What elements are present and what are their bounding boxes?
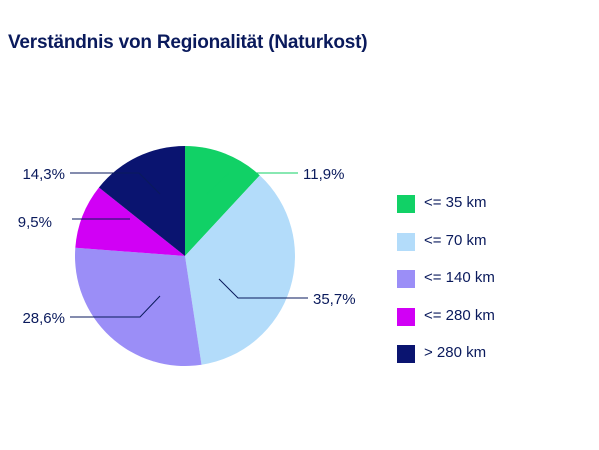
legend-label: <= 70 km — [424, 231, 487, 249]
data-label-le-70-km: 35,7% — [313, 291, 356, 308]
pie-slice-le-140-km — [74, 247, 202, 366]
legend-label: <= 140 km — [424, 269, 495, 286]
leader-line-le-35-km — [206, 172, 298, 195]
legend-swatch — [397, 345, 415, 363]
data-label-gt-280-km: 14,3% — [22, 166, 65, 183]
pie-slice-le-280-km — [75, 187, 185, 256]
leader-line-gt-280-km — [70, 172, 161, 195]
chart-title: Verständnis von Regionalität (Naturkost) — [8, 32, 368, 53]
data-label-le-35-km: 11,9% — [303, 166, 344, 183]
legend-swatch — [397, 307, 415, 326]
legend-label: <= 35 km — [424, 194, 487, 211]
pie-slice-le-70-km — [185, 175, 295, 365]
legend-swatch — [397, 232, 415, 251]
leader-line-le-70-km — [218, 278, 308, 299]
legend-label: > 280 km — [424, 344, 487, 361]
legend-swatch — [397, 195, 415, 213]
data-label-le-140-km: 28,6% — [22, 310, 65, 327]
leader-line-le-140-km — [70, 295, 161, 318]
data-label-le-280-km: 9,5% — [18, 214, 52, 231]
legend-swatch — [397, 270, 415, 288]
legend-label: <= 280 km — [424, 306, 495, 324]
